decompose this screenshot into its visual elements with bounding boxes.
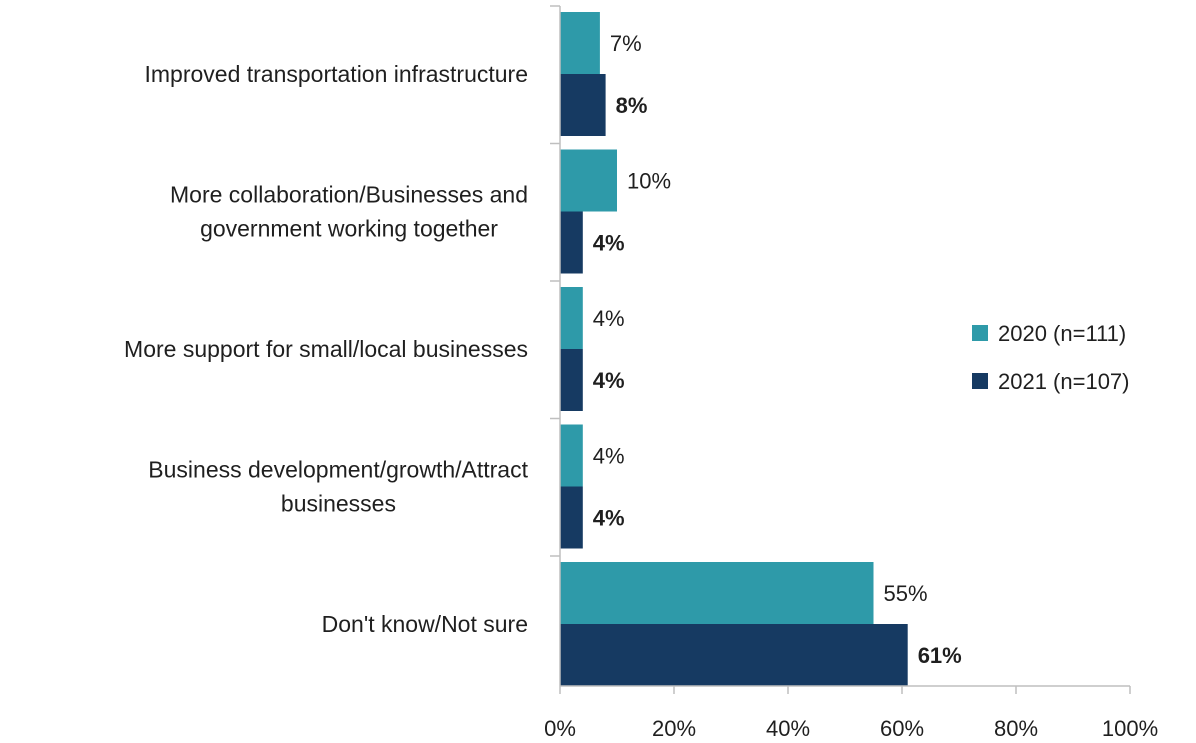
data-label: 7% <box>610 31 642 56</box>
legend: 2020 (n=111) 2021 (n=107) <box>972 321 1130 394</box>
data-label: 10% <box>627 169 671 194</box>
value-labels-layer: 7% 8% 10% 4% 4% 4% 4% 4% 55% 61% <box>593 31 962 668</box>
category-label: government working together <box>200 216 498 242</box>
category-labels-layer: Improved transportation infrastructure Mo… <box>124 61 529 637</box>
legend-label: 2021 (n=107) <box>998 369 1130 394</box>
bar-2021-3 <box>560 486 583 549</box>
category-label: businesses <box>281 491 396 517</box>
category-label: More collaboration/Businesses and <box>170 182 528 208</box>
category-label: Business development/growth/Attract <box>148 457 528 483</box>
axes-layer: 0% 20% 40% 60% 80% 100% <box>544 5 1158 741</box>
bar-2021-4 <box>560 624 908 686</box>
x-tick-label: 80% <box>994 716 1038 741</box>
data-label: 4% <box>593 231 625 256</box>
data-label: 4% <box>593 368 625 393</box>
data-label: 4% <box>593 506 625 531</box>
bars-layer <box>560 12 908 686</box>
data-label: 61% <box>918 643 962 668</box>
x-tick-label: 0% <box>544 716 576 741</box>
category-label: Improved transportation infrastructure <box>144 61 528 87</box>
data-label: 4% <box>593 444 625 469</box>
bar-2021-0 <box>560 74 606 136</box>
category-label: More support for small/local businesses <box>124 336 528 362</box>
category-label: Don't know/Not sure <box>322 611 528 637</box>
data-label: 4% <box>593 306 625 331</box>
data-label: 55% <box>884 581 928 606</box>
bar-2020-3 <box>560 424 583 487</box>
legend-swatch <box>972 373 988 389</box>
bar-2020-0 <box>560 12 600 74</box>
x-tick-label: 20% <box>652 716 696 741</box>
x-tick-label: 60% <box>880 716 924 741</box>
bar-2020-4 <box>560 562 874 624</box>
bar-2021-1 <box>560 211 583 274</box>
data-label: 8% <box>616 93 648 118</box>
x-tick-label: 100% <box>1102 716 1158 741</box>
legend-label: 2020 (n=111) <box>998 321 1126 346</box>
x-tick-label: 40% <box>766 716 810 741</box>
legend-swatch <box>972 325 988 341</box>
bar-2020-1 <box>560 149 617 212</box>
bar-2021-2 <box>560 349 583 411</box>
bar-2020-2 <box>560 287 583 349</box>
